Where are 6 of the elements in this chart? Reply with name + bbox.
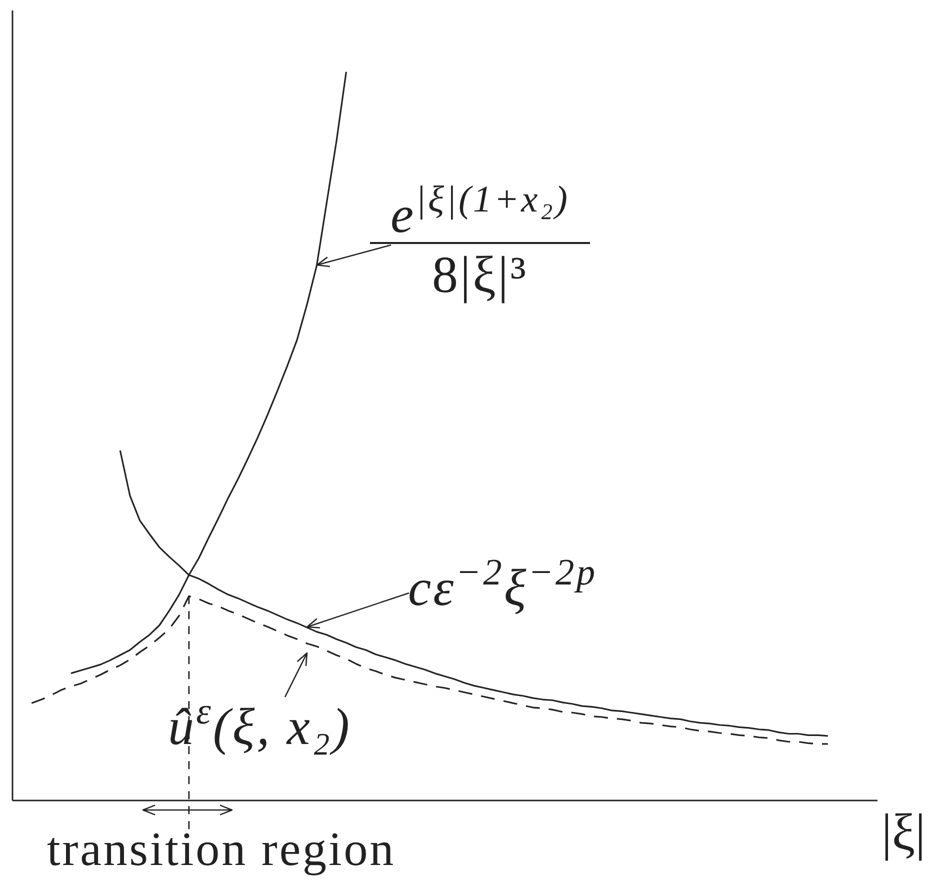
- annotation: e$^{|ξ|(1+x₂)}$: [390, 179, 570, 244]
- annotation: û$^{ε}$(ξ, x₂): [168, 691, 352, 756]
- x-axis-title: |ξ|: [882, 804, 926, 862]
- annotation: cε$^{−2}$ξ$^{−2p}$: [408, 552, 598, 617]
- annotation: 8|ξ|³: [431, 247, 529, 304]
- text: transition region: [47, 823, 396, 876]
